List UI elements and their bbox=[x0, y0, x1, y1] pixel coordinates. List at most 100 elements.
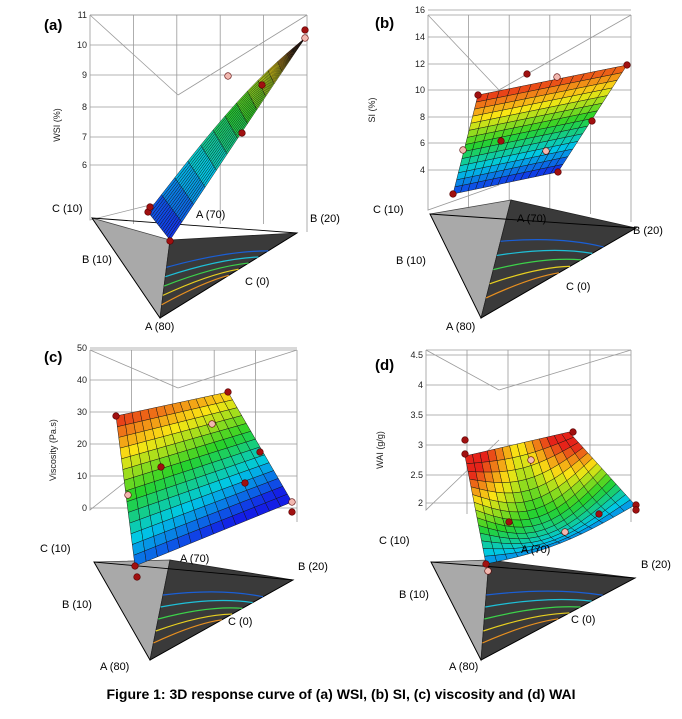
design-point bbox=[146, 203, 154, 211]
z-tick-label: 6 bbox=[82, 160, 87, 170]
z-tick-label: 16 bbox=[415, 5, 425, 15]
design-point bbox=[238, 129, 246, 137]
design-point bbox=[208, 420, 216, 428]
z-tick-label: 30 bbox=[77, 407, 87, 417]
design-point bbox=[112, 412, 120, 420]
design-points-b bbox=[449, 61, 631, 198]
axis-label-c-bottom: C (0) bbox=[571, 614, 595, 626]
ternary-floor-b bbox=[429, 199, 638, 320]
z-tick-labels-d: 2 2.5 3 3.5 4 4.5 bbox=[410, 350, 423, 508]
y-axis-label: SI (%) bbox=[367, 97, 377, 122]
z-tick-label: 14 bbox=[415, 32, 425, 42]
diagonal-frame-line bbox=[89, 14, 179, 96]
axis-label-a-top: A (70) bbox=[517, 213, 546, 225]
z-tick-label: 6 bbox=[420, 138, 425, 148]
z-tick-label: 4 bbox=[418, 380, 423, 390]
design-point bbox=[527, 456, 535, 464]
z-tick-label: 8 bbox=[420, 112, 425, 122]
surface-patch bbox=[494, 553, 508, 562]
z-tick-label: 10 bbox=[415, 85, 425, 95]
design-point bbox=[224, 72, 232, 80]
design-point bbox=[553, 73, 561, 81]
z-tick-labels-b: 4 6 8 10 12 14 16 bbox=[415, 5, 425, 175]
surface-chart-c: 0 10 20 30 40 50 Viscosity (Pa.s) A (70) B (20) C… bbox=[40, 343, 328, 673]
floor-contour-line bbox=[496, 249, 593, 257]
z-tick-label: 11 bbox=[78, 10, 87, 20]
floor-contour-line bbox=[162, 268, 239, 296]
back-wall-edge-left bbox=[89, 15, 179, 221]
floor-contour-line bbox=[484, 606, 581, 620]
z-tick-label: 2 bbox=[418, 498, 423, 508]
z-tick-label: 3 bbox=[418, 440, 423, 450]
panel-d: 2 2.5 3 3.5 4 4.5 WAI (g/g) A (70) B (20) C (10) B… bbox=[341, 340, 682, 680]
response-surface-d bbox=[464, 431, 636, 565]
design-points-c bbox=[112, 388, 296, 581]
z-tick-label: 40 bbox=[77, 375, 87, 385]
axis-labels-c: A (70) B (20) C (10) B (10) C (0) A (80) bbox=[40, 543, 328, 673]
back-wall-edge-left bbox=[427, 15, 500, 211]
design-point bbox=[461, 450, 469, 458]
floor-contour-line bbox=[489, 265, 570, 285]
z-tick-label: 9 bbox=[82, 70, 87, 80]
design-point bbox=[595, 510, 603, 518]
floor-contour-line bbox=[482, 618, 559, 644]
design-point bbox=[258, 81, 266, 89]
panel-c: 0 10 20 30 40 50 Viscosity (Pa.s) A (70) B (20) C… bbox=[0, 340, 341, 680]
design-point bbox=[588, 117, 596, 125]
axis-label-a-bottom: A (80) bbox=[446, 321, 475, 333]
panel-label: (a) bbox=[44, 17, 62, 34]
design-point bbox=[288, 498, 296, 506]
design-points-d bbox=[461, 428, 640, 575]
design-point bbox=[623, 61, 631, 69]
design-point bbox=[301, 34, 309, 42]
floor-contour-line bbox=[485, 272, 559, 299]
z-tick-label: 0 bbox=[82, 503, 87, 513]
design-point bbox=[482, 560, 490, 568]
axis-label-b-right: B (20) bbox=[633, 225, 663, 237]
z-tick-label: 10 bbox=[77, 471, 87, 481]
z-tick-label: 4 bbox=[420, 165, 425, 175]
design-point bbox=[256, 448, 264, 456]
design-point bbox=[459, 146, 467, 154]
axis-label-a-top: A (70) bbox=[521, 544, 550, 556]
surface-patch bbox=[482, 548, 496, 557]
design-point bbox=[124, 491, 132, 499]
diagonal-frame-line-2 bbox=[177, 349, 298, 389]
diagonal-frame-line bbox=[89, 349, 179, 389]
floor-contour-line bbox=[155, 613, 233, 632]
diagonal-frame-line bbox=[425, 349, 500, 391]
design-point bbox=[505, 518, 513, 526]
surface-chart-a: 6 7 8 9 10 11 WSI (%) A (70) B (20) C (10) B (10) C… bbox=[44, 10, 340, 333]
ternary-floor-d bbox=[430, 559, 637, 662]
ternary-floor-dark bbox=[149, 559, 295, 661]
design-point bbox=[542, 147, 550, 155]
y-axis-label: Viscosity (Pa.s) bbox=[48, 419, 58, 481]
floor-contour-line bbox=[162, 591, 264, 598]
axis-label-b-left: B (10) bbox=[82, 254, 112, 266]
floor-contour-line bbox=[486, 590, 603, 596]
axis-label-a-bottom: A (80) bbox=[145, 321, 174, 333]
panel-label: (d) bbox=[375, 357, 394, 374]
design-point bbox=[301, 26, 309, 34]
floor-contour-line bbox=[500, 239, 604, 248]
design-point bbox=[131, 562, 139, 570]
y-axis-label: WSI (%) bbox=[52, 108, 62, 142]
response-surface-a bbox=[147, 37, 306, 241]
panel-label: (c) bbox=[44, 349, 62, 366]
design-point bbox=[474, 91, 482, 99]
panel-b: 4 6 8 10 12 14 16 SI (%) A (70) B (20) C (10) B (10… bbox=[341, 0, 682, 340]
design-point bbox=[133, 573, 141, 581]
z-tick-label: 10 bbox=[77, 40, 87, 50]
floor-contour-line bbox=[163, 262, 249, 287]
design-point bbox=[523, 70, 531, 78]
axis-labels-d: A (70) B (20) C (10) B (10) C (0) A (80) bbox=[379, 535, 671, 673]
z-tick-label: 2.5 bbox=[410, 470, 423, 480]
design-point bbox=[241, 479, 249, 487]
ternary-floor-a bbox=[91, 217, 299, 320]
axis-label-c-bottom: C (0) bbox=[566, 281, 590, 293]
diagonal-frame-line-2 bbox=[498, 14, 632, 91]
z-tick-label: 4.5 bbox=[410, 350, 423, 360]
floor-contour-line bbox=[485, 598, 592, 608]
axis-label-c-left: C (10) bbox=[379, 535, 410, 547]
figure-caption: Figure 1: 3D response curve of (a) WSI, … bbox=[106, 686, 576, 702]
